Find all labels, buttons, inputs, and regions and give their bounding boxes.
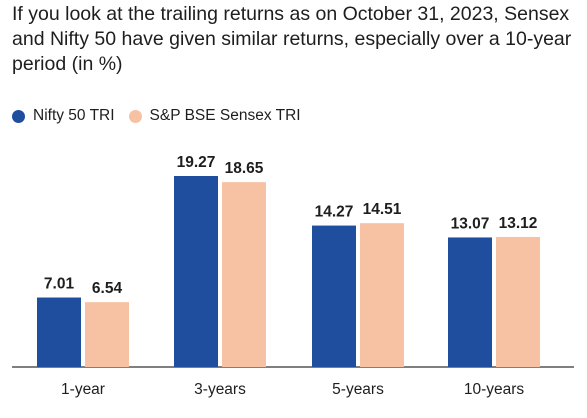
legend-item-nifty: Nifty 50 TRI — [12, 107, 115, 125]
legend-swatch-nifty — [12, 109, 25, 123]
chart-legend: Nifty 50 TRI S&P BSE Sensex TRI — [12, 104, 315, 128]
legend-label-sensex: S&P BSE Sensex TRI — [149, 107, 301, 124]
x-tick-label: 3-years — [194, 381, 246, 398]
bar-sensex-10-years — [496, 236, 540, 367]
value-label: 18.65 — [225, 160, 264, 177]
value-label: 14.27 — [315, 204, 354, 221]
bar-nifty-10-years — [448, 237, 492, 367]
bar-nifty-1-year — [37, 297, 81, 367]
value-label: 13.12 — [499, 215, 538, 232]
legend-label-nifty: Nifty 50 TRI — [33, 107, 115, 124]
bar-nifty-5-years — [312, 225, 356, 367]
x-tick-label: 10-years — [464, 381, 525, 398]
value-label: 6.54 — [92, 280, 123, 297]
x-tick-label: 1-year — [61, 381, 105, 398]
value-label: 7.01 — [44, 276, 75, 293]
bar-sensex-1-year — [85, 302, 129, 367]
value-label: 13.07 — [451, 215, 490, 232]
value-label: 19.27 — [177, 154, 216, 171]
legend-item-sensex: S&P BSE Sensex TRI — [128, 107, 301, 125]
bar-sensex-5-years — [360, 223, 404, 367]
chart-subtitle: If you look at the trailing returns as o… — [12, 3, 572, 75]
bar-nifty-3-years — [174, 176, 218, 367]
x-tick-label: 5-years — [332, 381, 384, 398]
legend-swatch-sensex — [128, 109, 142, 123]
value-label: 14.51 — [363, 201, 402, 218]
bar-sensex-3-years — [222, 182, 266, 367]
